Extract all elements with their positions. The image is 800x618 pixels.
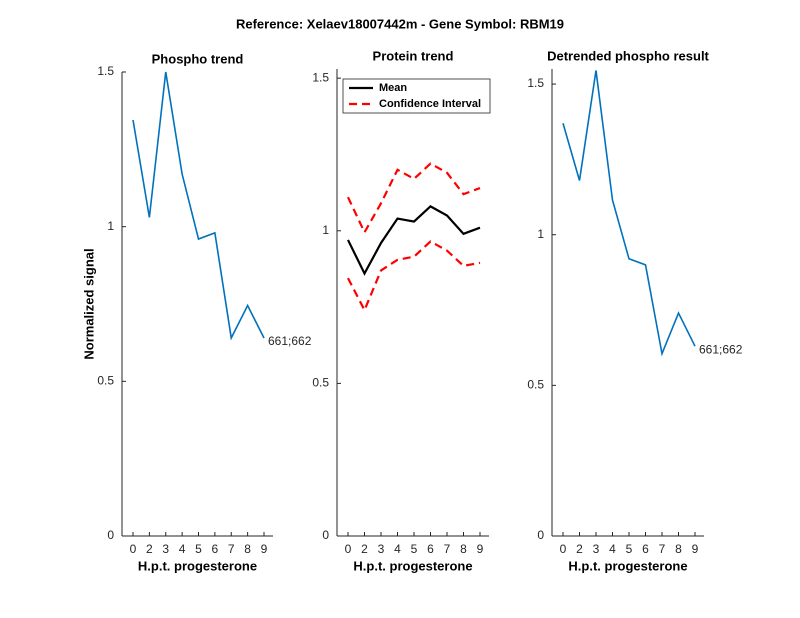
y-tick-label: 0 (107, 528, 114, 542)
x-tick-label: 2 (361, 542, 368, 556)
y-tick-label: 0.5 (312, 376, 329, 390)
x-tick-label: 3 (593, 542, 600, 556)
y-tick-label: 1.5 (97, 64, 114, 78)
x-tick-label: 7 (659, 542, 666, 556)
point-label: 661;662 (268, 334, 312, 348)
subplot-title: Detrended phospho result (547, 48, 709, 63)
x-tick-label: 0 (130, 542, 137, 556)
data-line (562, 70, 696, 357)
y-tick-label: 0.5 (527, 378, 544, 392)
x-tick-label: 7 (228, 542, 235, 556)
x-tick-label: 6 (427, 542, 434, 556)
x-tick-label: 8 (460, 542, 467, 556)
x-tick-label: 9 (692, 542, 699, 556)
point-label: 661;662 (699, 342, 743, 356)
legend-label: Mean (379, 82, 407, 94)
legend-label: Confidence Interval (379, 98, 481, 110)
figure-title: Reference: Xelaev18007442m - Gene Symbol… (236, 16, 564, 31)
x-axis-label: H.p.t. progesterone (353, 558, 472, 573)
x-tick-label: 4 (179, 542, 186, 556)
x-tick-label: 5 (626, 542, 633, 556)
x-tick-label: 3 (378, 542, 385, 556)
x-tick-label: 3 (162, 542, 169, 556)
legend-box (342, 78, 491, 114)
x-tick-label: 0 (345, 542, 352, 556)
data-line (347, 240, 481, 313)
x-tick-label: 8 (675, 542, 682, 556)
y-axis-label: Normalized signal (81, 248, 96, 359)
subplot-title: Phospho trend (152, 51, 244, 66)
y-tick-label: 1.5 (312, 70, 329, 84)
y-tick-label: 1 (322, 223, 329, 237)
x-tick-label: 7 (444, 542, 451, 556)
data-line (132, 71, 265, 341)
y-tick-label: 1 (537, 227, 544, 241)
y-tick-label: 0 (537, 528, 544, 542)
x-tick-label: 2 (576, 542, 583, 556)
x-tick-label: 8 (244, 542, 251, 556)
y-tick-label: 0.5 (97, 374, 114, 388)
x-axis-label: H.p.t. progesterone (138, 558, 257, 573)
x-tick-label: 0 (560, 542, 567, 556)
x-tick-label: 5 (195, 542, 202, 556)
x-tick-label: 4 (394, 542, 401, 556)
x-tick-label: 4 (609, 542, 616, 556)
subplot-title: Protein trend (373, 48, 454, 63)
data-line (347, 162, 481, 235)
y-tick-label: 0 (322, 528, 329, 542)
x-axis-label: H.p.t. progesterone (568, 558, 687, 573)
y-tick-label: 1 (107, 219, 114, 233)
data-line (347, 205, 481, 276)
x-tick-label: 6 (212, 542, 219, 556)
x-tick-label: 5 (411, 542, 418, 556)
x-tick-label: 2 (146, 542, 153, 556)
x-tick-label: 9 (261, 542, 268, 556)
x-tick-label: 6 (642, 542, 649, 556)
y-tick-label: 1.5 (527, 76, 544, 90)
x-tick-label: 9 (477, 542, 484, 556)
